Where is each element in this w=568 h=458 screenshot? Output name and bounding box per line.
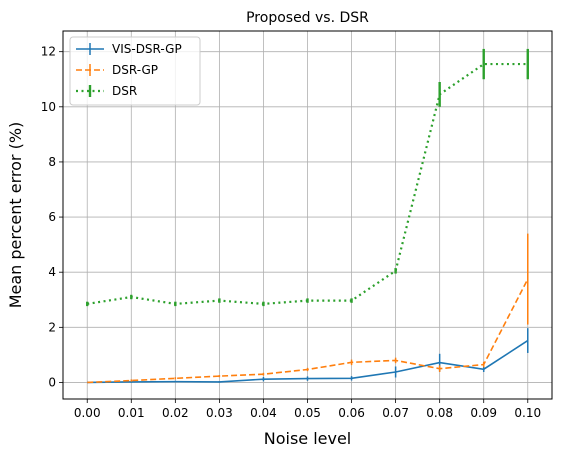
- series-layer: [86, 48, 529, 384]
- ticks-layer: 0.00 0.01 0.02 0.03 0.04 0.05 0.06 0.07 0.08 0.09…: [41, 45, 541, 420]
- y-tick-label: 6: [48, 210, 56, 224]
- x-tick-label: 0.08: [426, 406, 453, 420]
- x-tick-label: 0.00: [74, 406, 101, 420]
- y-tick-label: 4: [48, 265, 56, 279]
- x-tick-label: 0.03: [206, 406, 233, 420]
- legend-label-dsr: DSR: [112, 84, 137, 98]
- chart-title: Proposed vs. DSR: [246, 10, 369, 26]
- x-tick-label: 0.01: [118, 406, 145, 420]
- legend-label-vis-dsr-gp: VIS-DSR-GP: [112, 42, 182, 56]
- y-tick-label: 2: [48, 320, 56, 334]
- y-axis-label: Mean percent error (%): [6, 122, 25, 309]
- y-tick-label: 8: [48, 155, 56, 169]
- x-tick-label: 0.05: [294, 406, 321, 420]
- legend-label-dsr-gp: DSR-GP: [112, 63, 158, 77]
- y-tick-label: 10: [41, 100, 56, 114]
- y-tick-label: 12: [41, 45, 56, 59]
- x-tick-label: 0.02: [162, 406, 189, 420]
- x-tick-label: 0.07: [382, 406, 409, 420]
- y-tick-label: 0: [48, 375, 56, 389]
- x-tick-label: 0.09: [470, 406, 497, 420]
- x-tick-label: 0.06: [338, 406, 365, 420]
- x-tick-label: 0.04: [250, 406, 277, 420]
- x-tick-label: 0.10: [514, 406, 541, 420]
- legend: VIS-DSR-GP DSR-GP DSR: [69, 36, 201, 106]
- x-axis-label: Noise level: [264, 429, 352, 448]
- legend-box: [69, 36, 201, 106]
